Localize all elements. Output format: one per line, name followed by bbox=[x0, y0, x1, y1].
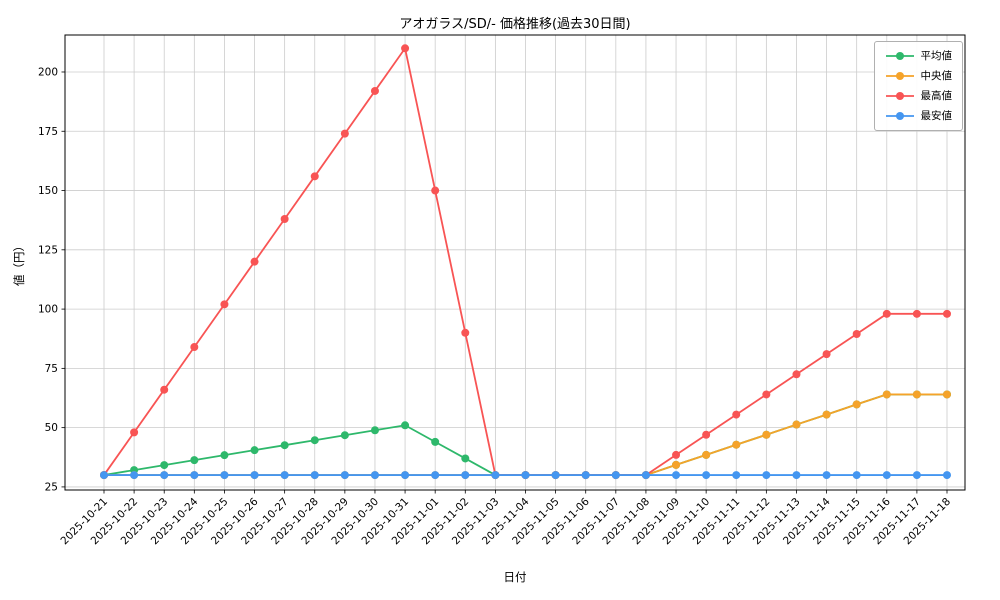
svg-text:150: 150 bbox=[38, 185, 58, 197]
x-tick-labels: 2025-10-212025-10-222025-10-232025-10-24… bbox=[58, 495, 953, 547]
y-tick-labels: 25 50 75 100 125 150 175 200 bbox=[38, 66, 58, 493]
svg-text:175: 175 bbox=[38, 126, 58, 138]
axis-ticks bbox=[61, 71, 948, 494]
legend-label-median: 中央値 bbox=[920, 69, 953, 82]
legend-label-min: 最安値 bbox=[920, 109, 953, 122]
legend: 平均値 中央値 最高値 最安値 bbox=[873, 41, 963, 131]
svg-text:200: 200 bbox=[38, 66, 58, 78]
svg-text:50: 50 bbox=[45, 422, 58, 434]
gridlines bbox=[65, 35, 965, 490]
legend-item-min: 最安値 bbox=[885, 109, 953, 122]
legend-label-max: 最高値 bbox=[920, 89, 953, 102]
svg-text:100: 100 bbox=[38, 304, 58, 316]
legend-label-average: 平均値 bbox=[920, 49, 953, 62]
x-axis-label: 日付 bbox=[503, 570, 527, 584]
legend-item-median: 中央値 bbox=[885, 69, 953, 82]
line-dot-marker-icon bbox=[885, 72, 914, 80]
svg-text:25: 25 bbox=[45, 481, 58, 493]
chart-title: アオガラス/SD/- 価格推移(過去30日間) bbox=[399, 17, 631, 32]
svg-text:125: 125 bbox=[38, 244, 58, 256]
series-min bbox=[100, 471, 951, 480]
line-dot-marker-icon bbox=[885, 112, 914, 120]
line-dot-marker-icon bbox=[885, 52, 914, 60]
line-dot-marker-icon bbox=[885, 92, 914, 100]
svg-text:75: 75 bbox=[45, 363, 58, 375]
y-axis-label: 値（円） bbox=[12, 240, 26, 286]
plot-border bbox=[64, 34, 966, 491]
legend-item-average: 平均値 bbox=[885, 49, 953, 62]
legend-item-max: 最高値 bbox=[885, 89, 953, 102]
